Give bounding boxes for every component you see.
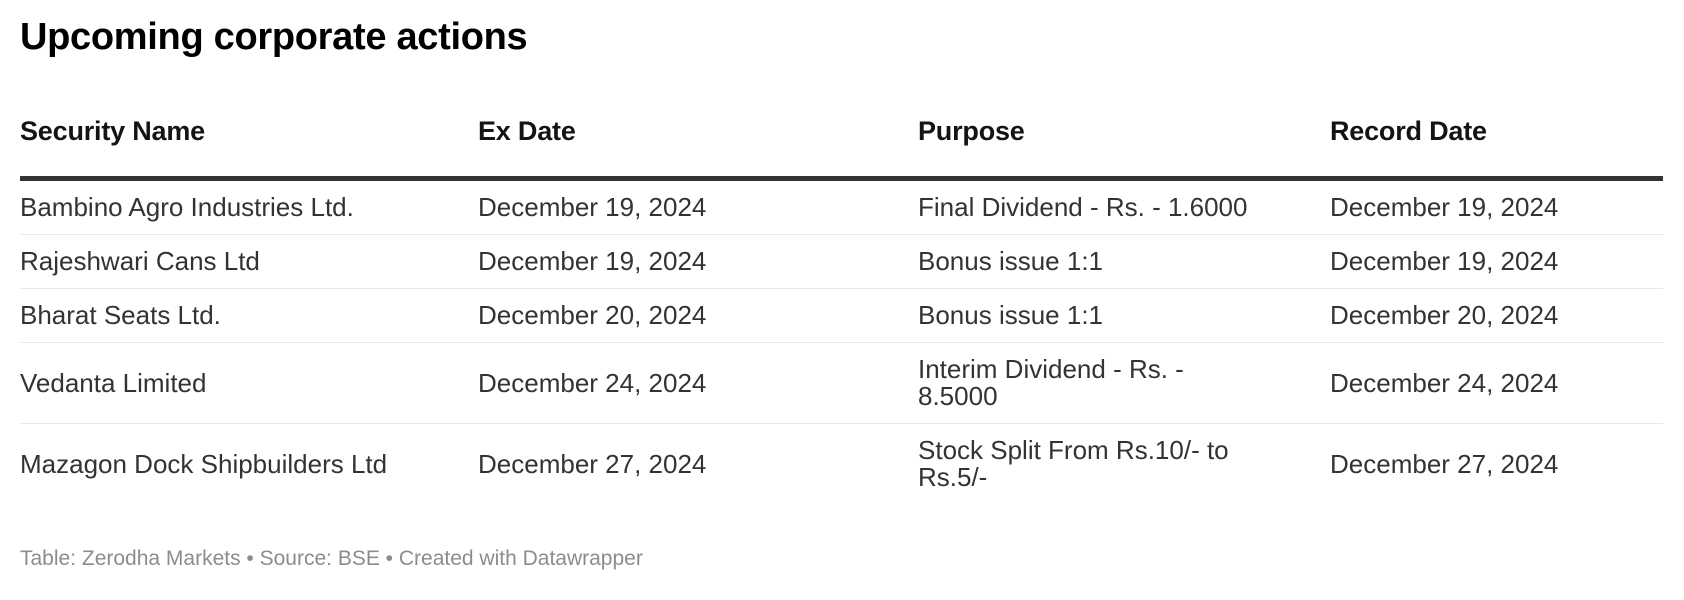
cell-security-name: Rajeshwari Cans Ltd [20,234,478,289]
column-header-record-date: Record Date [1330,60,1663,181]
cell-ex-date: December 19, 2024 [478,234,918,289]
cell-ex-date: December 20, 2024 [478,288,918,343]
corporate-actions-page: Upcoming corporate actions Security Name… [20,16,1663,570]
cell-record-date: December 20, 2024 [1330,288,1663,343]
cell-security-name: Bharat Seats Ltd. [20,288,478,343]
cell-security-name: Mazagon Dock Shipbuilders Ltd [20,448,388,479]
table-header-row: Security Name Ex Date Purpose Record Dat… [20,60,1663,181]
cell-purpose: Bonus issue 1:1 [918,288,1330,343]
cell-purpose: Bonus issue 1:1 [918,234,1330,289]
table-row: Mazagon Dock Shipbuilders Ltd December 2… [20,424,1663,505]
cell-purpose: Interim Dividend - Rs. - 8.5000 [918,342,1330,424]
cell-ex-date: December 24, 2024 [478,342,918,424]
cell-security-name: Vedanta Limited [20,342,478,424]
table-row: Bharat Seats Ltd. December 20, 2024 Bonu… [20,288,1663,343]
cell-ex-date: December 27, 2024 [478,448,707,479]
cell-purpose: Final Dividend - Rs. - 1.6000 [918,178,1330,235]
corporate-actions-table: Security Name Ex Date Purpose Record Dat… [20,60,1663,504]
cell-security-name: Bambino Agro Industries Ltd. [20,178,478,235]
table-row: Vedanta Limited December 24, 2024 Interi… [20,342,1663,424]
cell-record-date: December 19, 2024 [1330,178,1663,235]
cell-record-date: December 24, 2024 [1330,342,1663,424]
column-header-security-name: Security Name [20,60,478,181]
table-row: Bambino Agro Industries Ltd. December 19… [20,178,1663,235]
page-title: Upcoming corporate actions [20,16,528,58]
column-header-purpose: Purpose [918,60,1330,181]
table-footer-attribution: Table: Zerodha Markets • Source: BSE • C… [20,547,643,570]
cell-record-date: December 27, 2024 [1330,448,1559,479]
cell-purpose: Stock Split From Rs.10/- to Rs.5/- [918,435,1229,492]
table-row: Rajeshwari Cans Ltd December 19, 2024 Bo… [20,234,1663,289]
column-header-ex-date: Ex Date [478,60,918,181]
cell-ex-date: December 19, 2024 [478,178,918,235]
cell-record-date: December 19, 2024 [1330,234,1663,289]
